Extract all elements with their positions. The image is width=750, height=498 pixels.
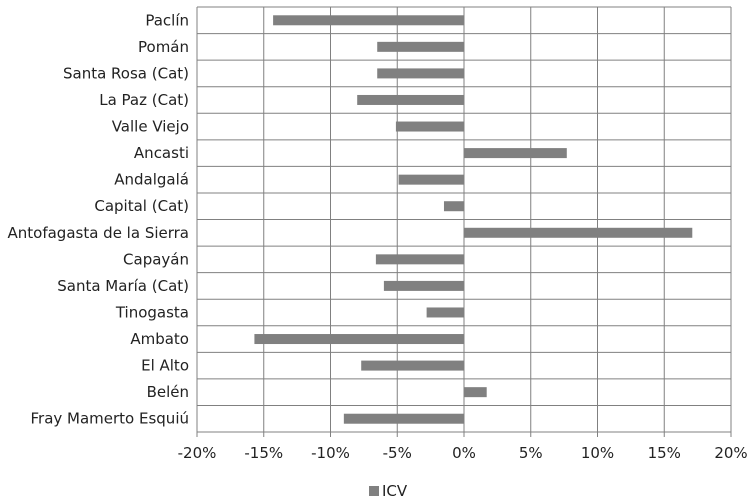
category-labels: Paclín Pomán Santa Rosa (Cat) La Paz (Cat) V… — [8, 11, 190, 427]
category-label: Antofagasta de la Sierra — [8, 224, 190, 242]
legend-swatch — [369, 486, 379, 496]
bar — [464, 227, 693, 238]
bar — [377, 68, 464, 79]
category-label: Santa María (Cat) — [57, 277, 189, 295]
category-label: Valle Viejo — [112, 118, 189, 136]
category-label: Paclín — [145, 11, 189, 29]
bar — [464, 387, 487, 398]
x-tick-label: 15% — [648, 444, 681, 462]
category-label: Ancasti — [134, 144, 189, 162]
x-tick-label: -20% — [178, 444, 217, 462]
category-label: Pomán — [138, 38, 189, 56]
category-label: Capayán — [123, 250, 189, 268]
bar — [273, 15, 464, 26]
bar — [426, 307, 464, 318]
category-label: Capital (Cat) — [94, 197, 189, 215]
category-label: Fray Mamerto Esquiú — [30, 410, 189, 428]
category-label: Andalgalá — [114, 171, 189, 189]
x-tick-labels: -20% -15% -10% -5% 0% 5% 10% 15% 20% — [178, 444, 748, 462]
bar — [254, 334, 464, 345]
x-tick-label: 5% — [519, 444, 543, 462]
bar — [383, 280, 464, 291]
category-label: El Alto — [141, 357, 189, 375]
legend: ICV — [369, 482, 408, 498]
bar — [361, 360, 464, 371]
bar — [375, 254, 464, 265]
bar — [443, 201, 464, 212]
bar — [343, 413, 464, 424]
x-tick-label: 20% — [714, 444, 747, 462]
x-tick-label: -15% — [244, 444, 283, 462]
bar — [357, 94, 464, 105]
x-tick-label: 10% — [581, 444, 614, 462]
category-label: Belén — [147, 383, 189, 401]
bar — [395, 121, 464, 132]
bar — [377, 41, 464, 52]
category-label: Tinogasta — [115, 303, 189, 321]
x-tick-label: -5% — [383, 444, 412, 462]
x-tick-label: -10% — [311, 444, 350, 462]
bars — [254, 15, 693, 424]
bar — [464, 148, 567, 159]
category-label: Santa Rosa (Cat) — [63, 64, 189, 82]
category-label: Ambato — [130, 330, 189, 348]
category-label: La Paz (Cat) — [99, 91, 189, 109]
legend-label: ICV — [382, 482, 408, 498]
x-tick-label: 0% — [452, 444, 476, 462]
bar — [398, 174, 464, 185]
grid — [196, 6, 732, 437]
